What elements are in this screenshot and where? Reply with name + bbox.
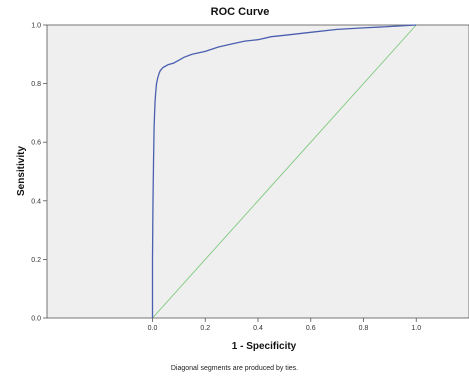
plot-marks (151, 24, 417, 319)
y-tick-label: 0.6 (31, 140, 41, 147)
x-tick-label: 0.4 (253, 325, 263, 332)
x-tick-label: 0.0 (148, 325, 158, 332)
y-axis: 0.0 0.2 0.4 0.6 0.8 1.0 (31, 23, 47, 323)
y-axis-label: Sensitivity (16, 146, 27, 196)
reference-diagonal-line (152, 24, 417, 319)
x-tick-label: 0.6 (306, 325, 316, 332)
chart-title: ROC Curve (211, 6, 270, 18)
x-axis-label: 1 - Specificity (232, 341, 297, 352)
x-tick-label: 1.0 (411, 325, 421, 332)
x-tick-label: 0.2 (200, 325, 210, 332)
x-axis: 0.0 0.2 0.4 0.6 0.8 1.0 (148, 318, 421, 332)
y-tick-label: 0.2 (31, 257, 41, 264)
plot-area (46, 24, 469, 319)
y-tick-label: 0.4 (31, 198, 41, 205)
footnote: Diagonal segments are produced by ties. (170, 365, 299, 372)
roc-curve-line (151, 24, 417, 318)
y-tick-label: 0.0 (31, 316, 41, 323)
y-tick-label: 0.8 (31, 81, 41, 88)
y-tick-label: 1.0 (31, 23, 41, 30)
x-tick-label: 0.8 (359, 325, 369, 332)
